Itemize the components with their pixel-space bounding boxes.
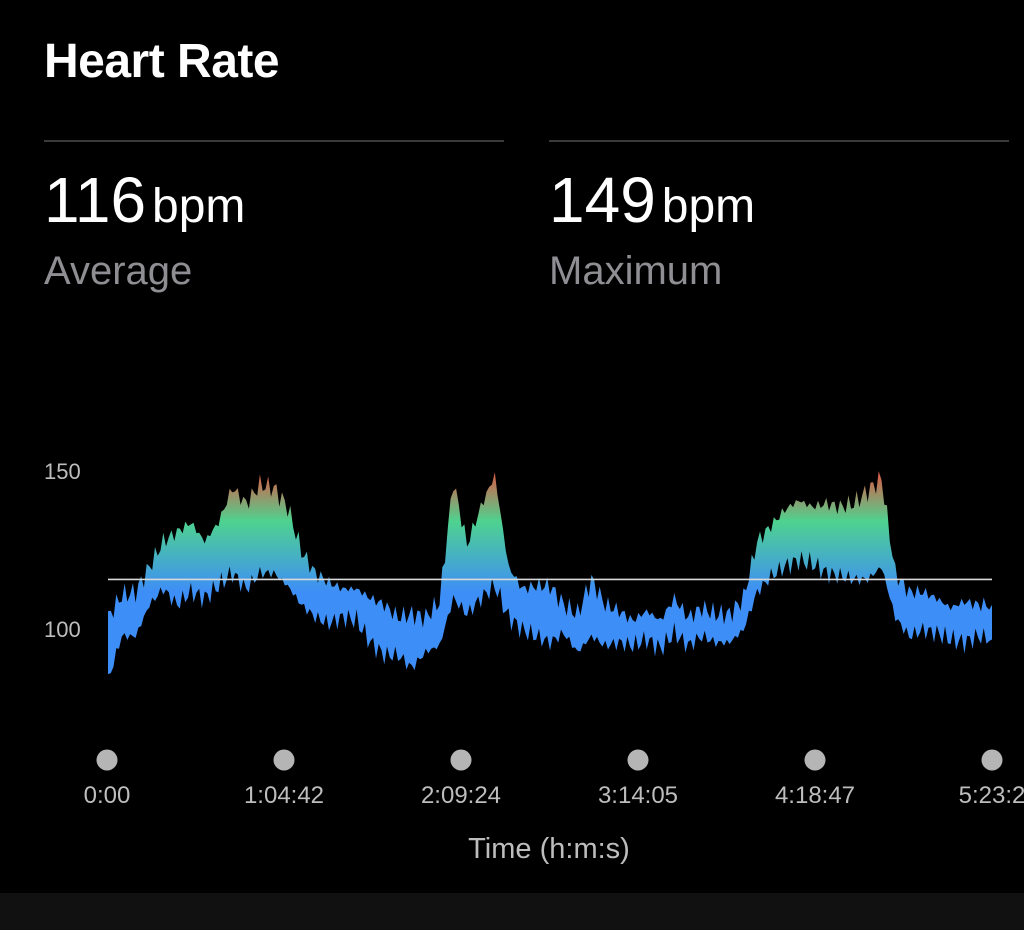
x-tick-dot — [96, 749, 118, 771]
bottom-bar — [0, 893, 1024, 930]
x-tick-label: 0:00 — [84, 782, 131, 809]
maximum-value-row: 149 bpm — [549, 164, 1009, 243]
x-tick-dot — [804, 749, 826, 771]
average-label: Average — [44, 249, 193, 293]
x-tick-dot — [981, 749, 1003, 771]
average-unit: bpm — [152, 180, 246, 233]
heart-rate-area — [108, 471, 992, 675]
x-tick-label: 4:18:47 — [775, 782, 855, 809]
average-value: 116 — [44, 164, 147, 236]
x-tick-label: 5:23:2 — [959, 782, 1024, 809]
maximum-stat: 149 bpm Maximum — [549, 140, 1009, 294]
x-axis-label: Time (h:m:s) — [468, 833, 630, 865]
heart-rate-chart: 100 150 0:00 1:04:42 2:09:24 3:14:05 4:18:47 5:… — [44, 459, 1024, 865]
x-tick-dot — [450, 749, 472, 771]
average-stat: 116 bpm Average — [44, 140, 504, 294]
average-value-row: 116 bpm — [44, 164, 504, 243]
x-tick-dot — [627, 749, 649, 771]
page-title: Heart Rate — [44, 35, 280, 88]
maximum-label: Maximum — [549, 249, 723, 293]
x-tick-dot — [273, 749, 295, 771]
maximum-value: 149 — [549, 164, 656, 236]
maximum-unit: bpm — [661, 180, 756, 233]
x-tick-label: 3:14:05 — [598, 782, 678, 809]
y-tick-label: 150 — [44, 459, 81, 484]
y-tick-label: 100 — [44, 617, 81, 642]
x-tick-label: 1:04:42 — [244, 782, 324, 809]
x-tick-label: 2:09:24 — [421, 782, 501, 809]
